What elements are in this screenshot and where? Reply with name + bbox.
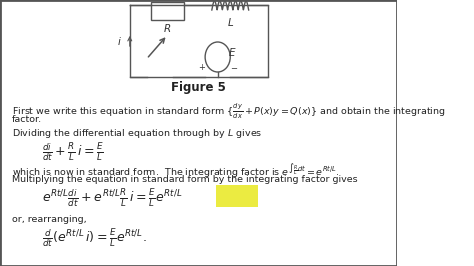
- Text: $L$: $L$: [227, 16, 234, 28]
- Text: +: +: [198, 63, 205, 72]
- Bar: [216, 185, 258, 207]
- Text: $\frac{di}{dt} + \frac{R}{L}\,i = \frac{E}{L}$: $\frac{di}{dt} + \frac{R}{L}\,i = \frac{…: [42, 141, 104, 163]
- Text: $-$: $-$: [229, 63, 237, 72]
- Bar: [151, 2, 184, 20]
- Text: $i$: $i$: [117, 35, 121, 47]
- Text: $R$: $R$: [164, 22, 172, 34]
- Text: $E$: $E$: [228, 46, 237, 58]
- Text: $\frac{d}{dt}(e^{Rt/L}\,i) = \frac{E}{L}e^{Rt/L}.$: $\frac{d}{dt}(e^{Rt/L}\,i) = \frac{E}{L}…: [42, 227, 146, 249]
- Text: or, rearranging,: or, rearranging,: [12, 215, 86, 224]
- Text: Dividing the differential equation through by $L$ gives: Dividing the differential equation throu…: [12, 127, 262, 140]
- Text: First we write this equation in standard form $\{\frac{dy}{dx} + P(x)y = Q(x)\}$: First we write this equation in standard…: [12, 103, 446, 121]
- Text: $e^{Rt/L}\frac{di}{dt} + e^{Rt/L}\frac{R}{L}\,i = \frac{E}{L}e^{Rt/L}$: $e^{Rt/L}\frac{di}{dt} + e^{Rt/L}\frac{R…: [42, 187, 182, 209]
- Text: factor.: factor.: [12, 115, 42, 124]
- Text: Figure 5: Figure 5: [171, 81, 226, 94]
- Text: which is now in standard form.  The integrating factor is $e^{\int \frac{R}{L}dt: which is now in standard form. The integ…: [12, 163, 339, 181]
- Text: Multiplying the equation in standard form by the integrating factor gives: Multiplying the equation in standard for…: [12, 175, 357, 184]
